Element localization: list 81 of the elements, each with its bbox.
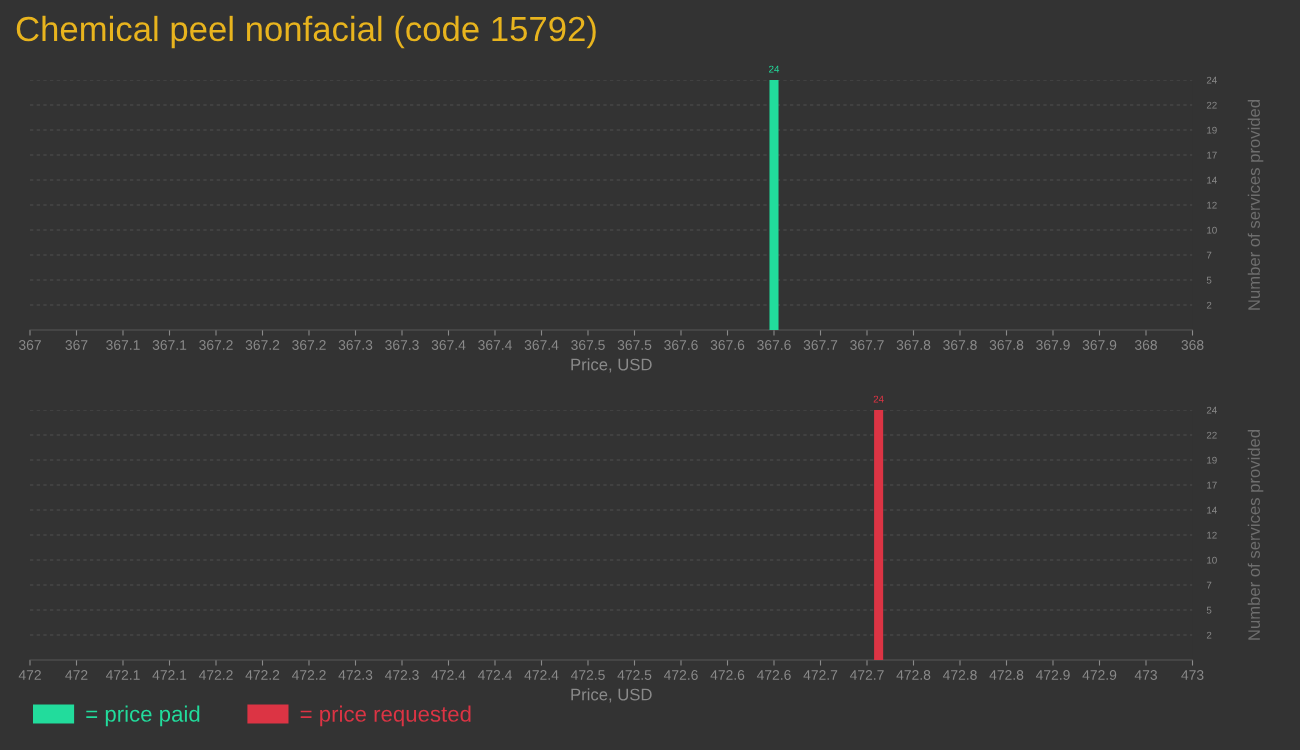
y-tick-label: 7 xyxy=(1206,581,1212,589)
x-tick-label: 368 xyxy=(1134,340,1157,350)
x-tick-label: 367.4 xyxy=(524,340,559,350)
x-tick-label: 367.3 xyxy=(338,340,373,350)
x-tick-label: 473 xyxy=(1181,670,1204,680)
x-tick-label: 367.3 xyxy=(385,340,419,350)
x-tick-label: 367.5 xyxy=(617,340,652,350)
x-tick-label: 367.1 xyxy=(106,340,140,350)
x-tick-label: 367 xyxy=(65,340,88,350)
x-tick-label: 472.6 xyxy=(710,670,745,680)
y-tick-label: 22 xyxy=(1206,101,1217,109)
x-tick-label: 472.2 xyxy=(198,670,233,680)
x-tick-label: 472.2 xyxy=(291,670,326,680)
x-tick-label: 473 xyxy=(1134,670,1157,680)
y-tick-label: 14 xyxy=(1207,506,1217,514)
x-tick-label: 367.2 xyxy=(245,340,280,350)
data-label: 24 xyxy=(769,65,780,73)
y-tick-label: 12 xyxy=(1207,201,1217,209)
x-tick-label: 367.6 xyxy=(757,340,791,350)
legend-label: = price requested xyxy=(300,705,471,727)
x-tick-label: 472.7 xyxy=(849,670,884,680)
x-tick-label: 367.7 xyxy=(850,340,884,350)
x-tick-label: 472 xyxy=(65,670,88,680)
y-tick-label: 7 xyxy=(1206,251,1212,259)
y-tick-label: 2 xyxy=(1206,301,1212,309)
x-tick-label: 367.8 xyxy=(989,340,1024,350)
x-tick-label: 472.4 xyxy=(477,670,512,680)
x-tick-label: 472.2 xyxy=(245,670,280,680)
x-tick-label: 472.1 xyxy=(152,670,187,680)
x-tick-label: 472.9 xyxy=(1082,670,1117,680)
x-tick-label: 367.6 xyxy=(664,340,698,350)
x-axis-title: Price, USD xyxy=(571,358,652,373)
x-tick-label: 472.1 xyxy=(105,670,140,680)
x-tick-label: 472.5 xyxy=(617,670,652,680)
x-tick-label: 472.4 xyxy=(431,670,466,680)
y-tick-label: 14 xyxy=(1207,176,1217,184)
y-tick-label: 17 xyxy=(1207,481,1217,489)
chart-title: Chemical peel nonfacial (code 15792) xyxy=(16,15,596,49)
x-tick-label: 367.1 xyxy=(152,340,187,350)
x-tick-label: 472 xyxy=(18,670,41,680)
x-axis-title: Price, USD xyxy=(571,688,652,703)
x-tick-label: 367.4 xyxy=(431,340,466,350)
x-tick-label: 472.6 xyxy=(663,670,698,680)
data-label: 24 xyxy=(873,395,884,403)
x-tick-label: 472.4 xyxy=(524,670,559,680)
x-tick-label: 367.2 xyxy=(292,340,326,350)
x-tick-label: 472.7 xyxy=(803,670,838,680)
y-axis-title: Number of services provided xyxy=(1247,430,1264,640)
y-tick-label: 19 xyxy=(1207,456,1217,464)
x-tick-label: 472.8 xyxy=(896,670,931,680)
y-tick-label: 10 xyxy=(1207,226,1217,234)
y-tick-label: 12 xyxy=(1207,531,1217,539)
y-tick-label: 2 xyxy=(1206,631,1212,639)
x-tick-label: 367.5 xyxy=(571,340,605,350)
x-tick-label: 472.8 xyxy=(942,670,977,680)
x-tick-label: 367.8 xyxy=(896,340,931,350)
y-tick-label: 10 xyxy=(1207,556,1217,564)
x-tick-label: 472.6 xyxy=(756,670,791,680)
x-tick-label: 367.2 xyxy=(199,340,233,350)
x-tick-label: 367.9 xyxy=(1082,340,1117,350)
x-tick-label: 367.4 xyxy=(478,340,512,350)
y-tick-label: 19 xyxy=(1207,126,1217,134)
y-tick-label: 17 xyxy=(1207,151,1217,159)
x-tick-label: 472.3 xyxy=(338,670,373,680)
x-tick-label: 368 xyxy=(1181,340,1204,350)
x-tick-label: 367.8 xyxy=(943,340,977,350)
x-tick-label: 367.6 xyxy=(710,340,745,350)
x-tick-label: 472.3 xyxy=(384,670,419,680)
x-tick-label: 367.7 xyxy=(803,340,838,350)
legend-label: = price paid xyxy=(86,705,200,727)
x-tick-label: 367.9 xyxy=(1036,340,1070,350)
x-tick-label: 472.8 xyxy=(989,670,1024,680)
x-tick-label: 472.9 xyxy=(1035,670,1070,680)
y-tick-label: 5 xyxy=(1206,276,1212,284)
y-tick-label: 5 xyxy=(1206,606,1212,614)
y-axis-title: Number of services provided xyxy=(1247,100,1264,310)
y-tick-label: 24 xyxy=(1206,406,1217,414)
y-tick-label: 22 xyxy=(1206,431,1217,439)
x-tick-label: 472.5 xyxy=(570,670,605,680)
y-tick-label: 24 xyxy=(1206,76,1217,84)
x-tick-label: 367 xyxy=(18,340,41,350)
